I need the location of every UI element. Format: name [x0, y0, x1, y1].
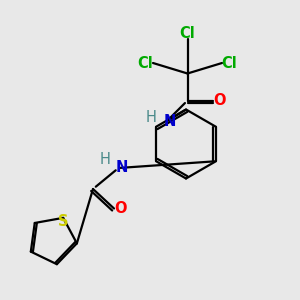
- Text: Cl: Cl: [138, 56, 153, 70]
- Text: Cl: Cl: [222, 56, 237, 70]
- Text: O: O: [213, 93, 226, 108]
- Text: S: S: [58, 214, 68, 229]
- Text: N: N: [164, 114, 176, 129]
- Text: O: O: [114, 201, 127, 216]
- Text: H: H: [100, 152, 110, 166]
- Text: N: N: [115, 160, 128, 175]
- Text: Cl: Cl: [180, 26, 195, 41]
- Text: H: H: [146, 110, 157, 124]
